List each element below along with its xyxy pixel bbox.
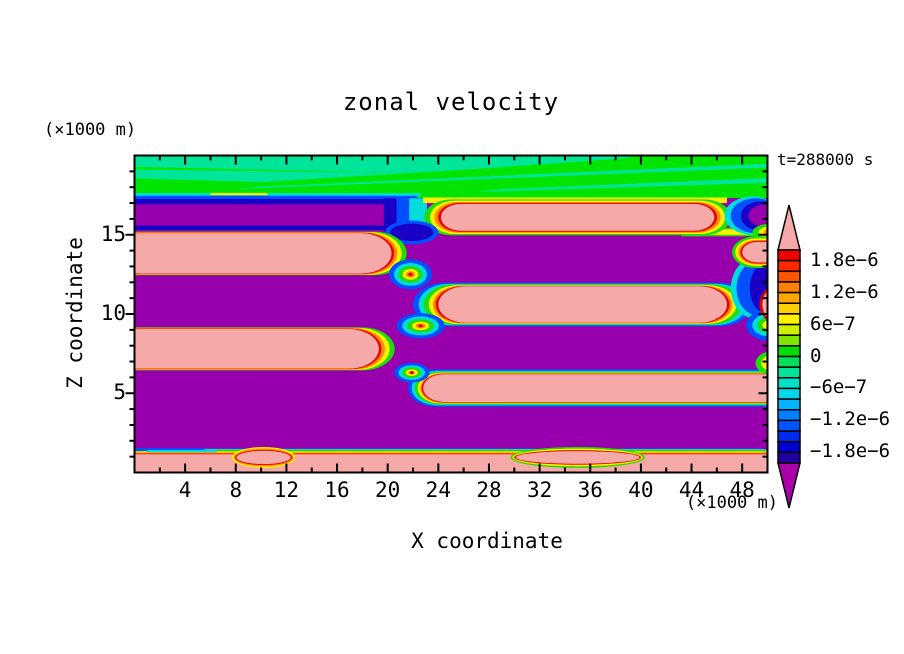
x-tick-label: 24 <box>425 478 451 502</box>
colorbar <box>777 204 801 509</box>
z-axis-unit-label: (×1000 m) <box>44 120 137 140</box>
z-tick-label: 5 <box>113 380 126 405</box>
contour-field <box>134 155 768 473</box>
x-tick-label: 20 <box>375 478 401 502</box>
z-tick-label: 10 <box>100 301 126 325</box>
colorbar-tick-label: −6e−7 <box>810 376 868 399</box>
x-tick-label: 16 <box>324 478 350 502</box>
colorbar-tick-label: 6e−7 <box>810 312 856 335</box>
colorbar-tick-label: −1.8e−6 <box>810 440 891 463</box>
x-tick-label: 28 <box>476 478 502 502</box>
x-tick-label: 32 <box>526 478 553 502</box>
x-tick-label: 40 <box>628 478 654 502</box>
page-title: zonal velocity <box>342 88 560 116</box>
axis-ticks <box>125 155 769 473</box>
timestamp-label: t=288000 s <box>777 150 874 169</box>
x-tick-label: 8 <box>229 478 243 502</box>
contour-plot <box>125 154 769 474</box>
colorbar-tick-label: −1.2e−6 <box>810 408 891 431</box>
x-tick-label: 48 <box>729 478 755 502</box>
z-tick-label: 15 <box>100 221 126 246</box>
x-tick-label: 36 <box>577 478 603 502</box>
colorbar-tick-label: 1.8e−6 <box>810 248 879 271</box>
x-axis-title: X coordinate <box>411 529 563 553</box>
x-axis-unit-label: (×1000 m) <box>685 493 778 513</box>
x-tick-label: 4 <box>178 478 192 502</box>
x-tick-label: 12 <box>273 478 300 502</box>
x-tick-label: 44 <box>678 478 705 502</box>
colorbar-tick-label: 0 <box>810 344 822 367</box>
colorbar-tick-label: 1.2e−6 <box>810 280 879 303</box>
plot-frame <box>133 154 769 474</box>
z-axis-title: Z coordinate <box>63 237 87 389</box>
